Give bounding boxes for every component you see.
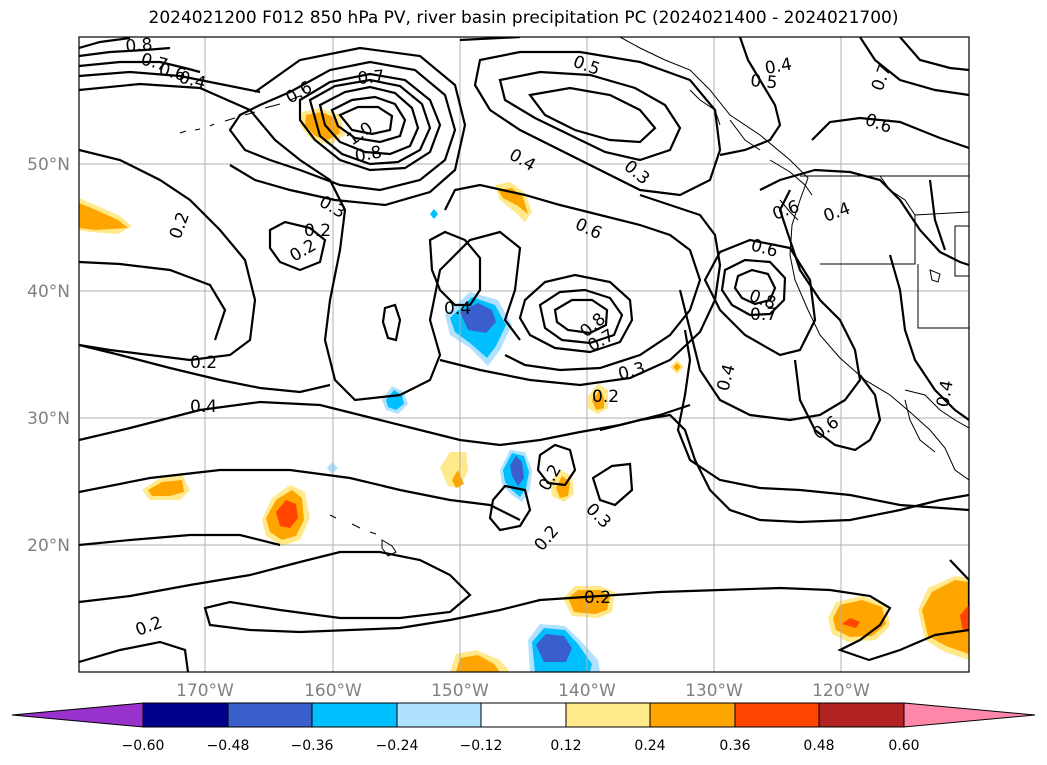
- contour-label: 0.4: [190, 397, 217, 417]
- gridlines: [79, 37, 969, 672]
- contour-label: 0.2: [592, 387, 619, 407]
- colorbar-tick: 0.36: [719, 738, 750, 754]
- contour-label: 0.8: [353, 143, 383, 167]
- lon-label-120w: 120°W: [812, 681, 870, 701]
- contour-label: 0.8: [125, 35, 154, 57]
- lon-labels: 170°W 160°W 150°W 140°W 130°W 120°W: [176, 681, 870, 701]
- shade-blob: [430, 209, 438, 219]
- contour-label: 0.7: [750, 305, 777, 325]
- colorbar-segment: [480, 702, 567, 728]
- shade-blob: [510, 456, 524, 486]
- shade-blob: [536, 634, 572, 662]
- colorbar-segment: [565, 702, 651, 728]
- contour-label: 0.2: [304, 221, 331, 241]
- lon-label-170w: 170°W: [176, 681, 234, 701]
- colorbar: [11, 702, 1036, 728]
- lat-label-20n: 20°N: [27, 536, 70, 556]
- shade-blob: [960, 605, 969, 632]
- colorbar-tick: −0.48: [207, 738, 250, 754]
- colorbar-tick: 0.12: [550, 738, 581, 754]
- map-frame: [78, 36, 970, 673]
- pv-contours: [79, 37, 969, 672]
- colorbar-segment: [396, 702, 482, 728]
- shade-blob: [592, 390, 604, 410]
- lon-label-160w: 160°W: [304, 681, 362, 701]
- colorbar-segment: [818, 702, 905, 728]
- shade-blob: [452, 470, 464, 488]
- colorbar-ticks: −0.60 −0.48 −0.36 −0.24 −0.12 0.12 0.24 …: [122, 738, 920, 754]
- shade-blob: [673, 363, 681, 371]
- colorbar-segment: [649, 702, 736, 728]
- shade-blob: [842, 618, 860, 628]
- contour-label: 0.5: [750, 71, 779, 93]
- colorbar-segment: [227, 702, 313, 728]
- map-title: 2024021200 F012 850 hPa PV, river basin …: [148, 8, 899, 28]
- colorbar-segment: [311, 702, 398, 728]
- colorbar-segment: [142, 702, 229, 728]
- contour-label: 0.4: [933, 379, 957, 409]
- contour-label: 0.7: [357, 67, 386, 89]
- shade-blob: [833, 600, 886, 637]
- colorbar-tick: −0.36: [291, 738, 334, 754]
- shade-blob: [79, 203, 128, 230]
- shade-blob: [148, 480, 184, 496]
- contour-label: 0.2: [584, 588, 611, 608]
- colorbar-tick: 0.48: [803, 738, 834, 754]
- colorbar-tick: 0.24: [634, 738, 665, 754]
- lat-labels: 50°N 40°N 30°N 20°N: [27, 155, 70, 556]
- contour-label: 0.2: [190, 353, 217, 373]
- lon-label-130w: 130°W: [685, 681, 743, 701]
- colorbar-extend-left: [11, 702, 144, 728]
- colorbar-segment: [734, 702, 820, 728]
- shade-blob: [276, 500, 298, 528]
- lat-label-30n: 30°N: [27, 409, 70, 429]
- contour-label: 0.4: [444, 299, 471, 319]
- lon-label-150w: 150°W: [431, 681, 489, 701]
- colorbar-tick: 0.60: [888, 738, 919, 754]
- shade-blob: [498, 188, 528, 214]
- lat-label-50n: 50°N: [27, 155, 70, 175]
- lat-label-40n: 40°N: [27, 282, 70, 302]
- shade-blob: [456, 655, 500, 672]
- colorbar-extend-right: [903, 702, 1036, 728]
- contour-label: 0.4: [763, 55, 793, 79]
- colorbar-tick: −0.12: [460, 738, 503, 754]
- lon-label-140w: 140°W: [558, 681, 616, 701]
- shade-blob: [460, 303, 496, 333]
- colorbar-tick: −0.60: [122, 738, 165, 754]
- colorbar-tick: −0.24: [376, 738, 419, 754]
